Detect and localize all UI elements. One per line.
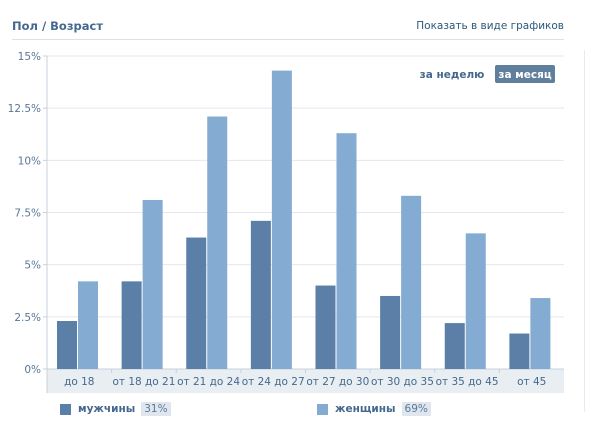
bar-women [78,281,98,369]
section-title: Пол / Возраст [12,19,103,33]
legend-item-men[interactable]: мужчины 31% [60,401,171,417]
bar-women [207,116,228,369]
show-as-graph-link[interactable]: Показать в виде графиков [416,20,564,32]
y-tick-label: 0% [24,364,41,376]
bar-women [142,199,163,369]
bar-women [530,298,551,369]
bar-women [465,233,486,369]
x-tick-label: до 18 [64,376,94,388]
bar-women [271,70,292,370]
y-tick-label: 12.5% [8,103,41,115]
y-tick-label: 10% [18,155,41,167]
section-header: Пол / Возраст Показать в виде графиков [12,17,564,40]
bar-men [380,295,401,369]
bar-men [315,285,336,369]
x-tick-label: от 35 до 45 [436,376,499,388]
legend-item-women[interactable]: женщины 69% [317,401,431,417]
right-divider [584,50,585,412]
x-tick-label: от 27 до 30 [306,376,369,388]
bar-women [401,195,422,369]
bar-women [336,133,357,369]
y-tick-label: 2.5% [14,312,41,324]
x-tick-label: от 24 до 27 [242,376,305,388]
bar-men [186,237,207,369]
toggle-week[interactable]: за неделю [420,69,485,81]
legend-swatch-women [317,403,328,415]
bar-men [57,321,77,369]
y-tick-label: 15% [18,51,41,63]
legend-swatch-men [60,403,71,415]
toggle-month-label[interactable]: за месяц [498,69,552,81]
bar-men [509,333,530,369]
x-tick-label: от 30 до 35 [371,376,434,388]
x-tick-label: от 45 [517,376,546,388]
legend-label-men: мужчины [78,403,136,415]
toggle-month-button[interactable] [495,65,555,83]
bar-men [250,220,271,369]
bar-men [444,323,465,369]
bar-men [121,281,142,369]
legend-value-women: 69% [401,402,431,416]
y-tick-label: 5% [24,260,41,272]
y-tick-label: 7.5% [14,208,41,220]
x-tick-label: от 21 до 24 [177,376,240,388]
x-tick-label: от 18 до 21 [112,376,175,388]
legend-label-women: женщины [335,403,396,415]
legend-value-men: 31% [141,402,171,416]
